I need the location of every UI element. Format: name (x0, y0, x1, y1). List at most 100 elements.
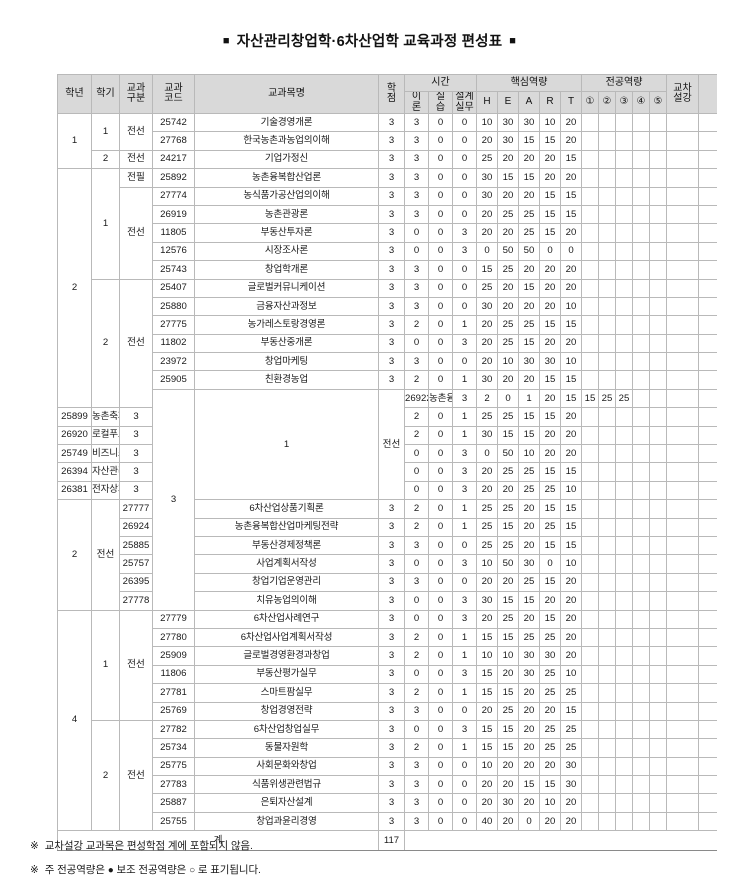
cell-cross (666, 775, 699, 795)
cell-core-a: 25 (518, 223, 540, 243)
cell-major-4 (632, 756, 650, 777)
cell-major-3 (615, 756, 633, 777)
table-row: 25909글로벌경영환경과창업32011010303020실무교과목 (58, 646, 717, 666)
cell-core-t: 20 (560, 609, 582, 629)
cell-design: 3 (452, 609, 477, 629)
cell-credit: 3 (378, 315, 405, 335)
cell-core-e: 25 (497, 535, 519, 556)
cell-theory: 0 (404, 609, 429, 629)
cell-subject: 6차산업사업계획서작성 (194, 627, 379, 648)
cell-major-3 (615, 444, 633, 464)
cell-core-r: 10 (539, 112, 561, 133)
cell-major-3 (615, 719, 633, 740)
cell-major-3 (615, 204, 633, 225)
cell-major-1 (581, 186, 599, 206)
cell-core-e: 15 (497, 425, 519, 446)
cell-major-4 (632, 811, 650, 832)
cell-major-4 (632, 168, 650, 188)
cell-code: 27781 (152, 683, 195, 703)
cell-core-r: 20 (539, 444, 561, 464)
cell-code: 11802 (152, 333, 195, 354)
cell-core-r: 30 (539, 352, 561, 372)
cell-theory: 2 (476, 388, 498, 409)
cell-subject: 창업경영전략 (194, 701, 379, 721)
cell-core-r: 0 (539, 554, 561, 574)
cell-practice: 0 (428, 352, 453, 372)
table-total-row: 계 117 (57, 830, 717, 852)
cell-design: 0 (452, 186, 477, 206)
cell-major-2 (598, 186, 616, 206)
cell-major-3 (615, 738, 633, 758)
cell-major-3 (615, 370, 633, 390)
footnote-2: ※ 주 전공역량은 ● 보조 전공역량은 ○ 로 표기됩니다. (30, 862, 710, 877)
cell-major-4 (632, 775, 650, 795)
cell-credit: 3 (378, 260, 405, 280)
cell-subject: 부동산중개론 (194, 333, 379, 354)
cell-major-1 (581, 756, 599, 777)
cell-subject: 농촌융복합산업마케팅전략 (194, 517, 379, 537)
header-hours-theory: 이 론 (404, 91, 429, 114)
cell-credit: 3 (378, 535, 405, 556)
cell-theory: 2 (404, 315, 429, 335)
cell-major-5 (649, 480, 667, 501)
cell-core-h: 25 (476, 278, 498, 298)
cell-major-5 (649, 333, 667, 354)
footnote-2-text-before: 주 전공역량은 (44, 864, 105, 876)
cell-credit: 3 (378, 352, 405, 372)
cell-remark (698, 131, 717, 151)
header-row-sub: 이 론 실 습 설계 실무 H E A R T ① (58, 91, 718, 114)
header-major-group: 전공역량 (581, 74, 667, 92)
table-row: 2 전선 25407 글로벌커뮤니케이션 3 3 0 0 25 20 15 20 20 (58, 278, 717, 409)
cell-year: 4 (57, 609, 92, 832)
cell-credit: 3 (378, 168, 405, 188)
cell-core-r: 25 (539, 517, 561, 537)
cell-code: 25757 (119, 554, 153, 574)
table-row: 26394자산관리실무30032025251515창업강좌, (57, 462, 717, 482)
cell-core-h: 30 (476, 186, 498, 206)
cell-practice: 0 (428, 480, 453, 501)
cell-remark (698, 296, 717, 317)
table-row: 25734동물자원학32011515202525실무교과목 (58, 738, 717, 758)
cell-major-3 (615, 664, 633, 685)
cell-core-r: 25 (539, 664, 561, 685)
cell-subject: 식품위생관련법규 (194, 775, 379, 795)
cell-cross (666, 591, 699, 611)
cell-core-t: 10 (560, 352, 582, 372)
cell-core-h: 0 (476, 444, 498, 464)
table-row: 11802부동산중개론30032025152020실무교과목 (58, 333, 717, 354)
cell-theory: 0 (404, 241, 429, 262)
table-row: 12576시장조사론30030505000실무교과목 (58, 241, 717, 262)
cell-code: 25885 (119, 535, 153, 556)
cell-major-2 (598, 480, 616, 501)
cell-theory: 2 (404, 499, 429, 519)
cell-major-2 (598, 793, 616, 813)
cell-major-4 (632, 462, 650, 482)
cell-division: 전필 (119, 168, 153, 188)
cell-remark: 실무교과목 (698, 407, 717, 427)
cell-division: 전선 (91, 499, 120, 611)
header-credit-line1: 학 (386, 82, 397, 94)
table-row: 23972창업마케팅33002010303010창업강좌 (58, 352, 717, 372)
cell-credit: 3 (378, 793, 405, 813)
cell-credit: 3 (378, 517, 405, 537)
cell-design: 1 (518, 388, 540, 409)
cell-major-3 (615, 223, 633, 243)
cell-core-e: 25 (497, 701, 519, 721)
cell-remark: 창업강좌, (698, 480, 717, 501)
filled-circle-icon: ● (107, 865, 114, 876)
title-left-mark-icon: ■ (222, 35, 230, 47)
cell-cross (666, 462, 699, 482)
cell-practice: 0 (428, 683, 453, 703)
cell-major-2 (649, 388, 667, 409)
cell-credit: 3 (378, 591, 405, 611)
cell-core-e: 10 (497, 646, 519, 666)
header-hours-design-line1: 설계 (455, 91, 474, 102)
cell-core-t: 10 (560, 296, 582, 317)
cell-major-5 (649, 811, 667, 832)
header-hours-theory-line2: 론 (411, 101, 422, 113)
table-row: 25755창업과윤리경영3300402002020창업강좌 (58, 811, 717, 832)
cell-credit: 3 (378, 719, 405, 740)
cell-core-t: 20 (560, 333, 582, 354)
cell-major-1 (581, 499, 599, 519)
cell-major-3 (666, 388, 699, 409)
